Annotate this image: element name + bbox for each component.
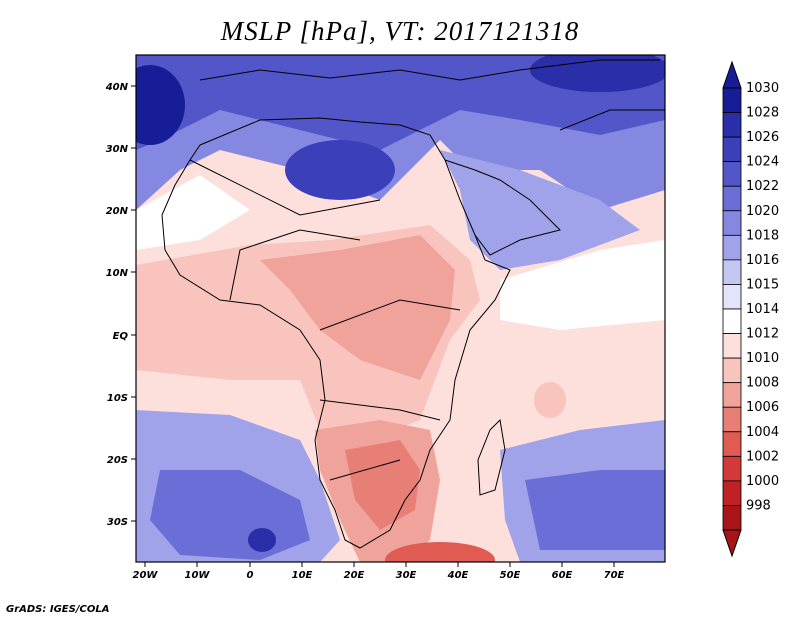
lat-label: 10N <box>106 268 129 279</box>
footer-credit: GrADS: IGES/COLA <box>6 604 110 615</box>
field-high-south-atlantic-core <box>248 528 276 552</box>
field-high-north-inner <box>136 55 665 150</box>
lon-label: 20E <box>344 570 365 581</box>
colorbar-bottom-arrow <box>722 529 742 558</box>
colorbar-label: 1002 <box>746 449 779 464</box>
colorbar-swatch <box>722 431 742 457</box>
colorbar-swatch <box>722 136 742 163</box>
colorbar-swatch <box>722 284 742 310</box>
field-high-indian-inner <box>525 470 665 550</box>
lon-label: 40E <box>447 570 469 581</box>
colorbar-label: 1000 <box>746 474 779 489</box>
colorbar-label: 1026 <box>746 130 779 145</box>
colorbar-swatch <box>722 112 742 138</box>
lon-axis: 20W 10W 0 10E 20E 30E 40E 50E 60E 70E <box>133 562 625 581</box>
colorbar-label: 1030 <box>746 81 779 96</box>
colorbar-swatch <box>722 210 742 236</box>
colorbar-label: 1016 <box>746 253 779 268</box>
lon-label: 70E <box>604 570 625 581</box>
colorbar-label: 1024 <box>746 155 779 170</box>
lon-label: 10E <box>292 570 313 581</box>
lat-label: EQ <box>113 331 129 342</box>
lon-label: 30E <box>396 570 417 581</box>
colorbar-label: 1008 <box>746 376 779 391</box>
colorbar-label: 1028 <box>746 106 779 121</box>
lat-label: 20N <box>106 206 129 217</box>
colorbar-swatch <box>722 234 742 261</box>
colorbar-label: 1018 <box>746 228 779 243</box>
colorbar-swatch <box>722 406 742 433</box>
colorbar-label: 1014 <box>746 302 779 317</box>
lat-label: 40N <box>105 82 129 93</box>
colorbar-swatches <box>722 87 742 531</box>
colorbar-swatch <box>722 333 742 359</box>
country-borders <box>189 159 461 481</box>
colorbar-label: 998 <box>746 498 771 513</box>
colorbar: 1030 1028 1026 1024 1022 1020 1018 1016 1015 1014… <box>722 60 779 558</box>
colorbar-swatch <box>722 382 742 408</box>
field-high-sahara <box>285 140 395 200</box>
field-low-southeast <box>385 542 495 562</box>
coast-mediterranean-north <box>199 59 660 81</box>
field-high-core-west <box>136 65 185 145</box>
lat-label: 30S <box>107 517 128 528</box>
colorbar-label: 1004 <box>746 425 779 440</box>
field-neutral-east <box>500 240 665 330</box>
lon-label: 0 <box>247 570 254 581</box>
colorbar-swatch <box>722 455 742 482</box>
colorbar-label: 1012 <box>746 327 779 342</box>
colorbar-swatch <box>722 505 742 531</box>
colorbar-swatch <box>722 357 742 384</box>
map-title: MSLP [hPa], VT: 2017121318 <box>220 16 580 46</box>
coastlines <box>161 59 665 549</box>
lat-axis: 40N 30N 20N 10N EQ 10S 20S 30S <box>105 82 136 528</box>
lon-label: 20W <box>133 570 159 581</box>
field-low-central <box>260 235 455 380</box>
lon-label: 10W <box>185 570 211 581</box>
colorbar-swatch <box>722 87 742 113</box>
colorbar-top-arrow <box>722 60 742 89</box>
lat-label: 30N <box>106 144 129 155</box>
colorbar-label: 1020 <box>746 204 779 219</box>
lon-label: 60E <box>552 570 573 581</box>
colorbar-swatch <box>722 480 742 506</box>
pressure-field <box>136 55 665 562</box>
coast-africa <box>161 117 511 549</box>
lat-label: 10S <box>107 393 128 404</box>
map-frame <box>135 54 666 563</box>
colorbar-swatch <box>722 308 742 334</box>
coast-madagascar <box>477 418 506 496</box>
colorbar-label: 1010 <box>746 351 779 366</box>
coast-arabia <box>444 159 561 256</box>
colorbar-labels: 1030 1028 1026 1024 1022 1020 1018 1016 1015 1014… <box>746 81 779 513</box>
field-neutral-west <box>136 175 250 250</box>
coast-persia <box>559 109 665 131</box>
lon-label: 50E <box>500 570 521 581</box>
lat-label: 20S <box>107 455 128 466</box>
colorbar-label: 1006 <box>746 400 779 415</box>
colorbar-swatch <box>722 259 742 285</box>
colorbar-label: 1022 <box>746 179 779 194</box>
colorbar-swatch <box>722 185 742 212</box>
field-low-madagascar-east <box>534 382 566 418</box>
colorbar-swatch <box>722 161 742 187</box>
colorbar-label: 1015 <box>746 277 779 292</box>
